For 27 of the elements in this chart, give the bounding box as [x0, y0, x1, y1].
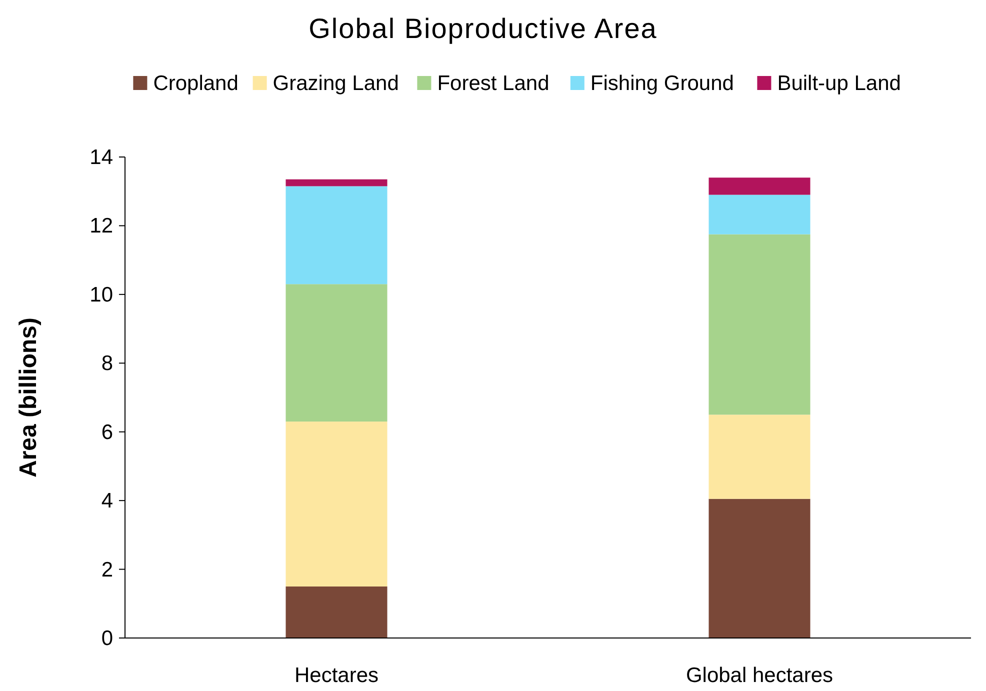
y-axis-title: Area (billions) [15, 317, 42, 478]
bar [286, 179, 388, 186]
bar [708, 194, 810, 234]
x-tick-label: Global hectares [686, 664, 834, 687]
legend-label: Forest Land [437, 72, 550, 95]
y-tick-label: 0 [101, 627, 113, 650]
bar [708, 234, 810, 415]
bar [286, 186, 388, 284]
legend-label: Cropland [153, 72, 238, 95]
bar [286, 422, 388, 586]
y-tick-label: 10 [90, 283, 113, 306]
y-tick-label: 6 [101, 420, 113, 444]
bar [708, 178, 810, 195]
bar [286, 586, 388, 638]
bar [708, 498, 810, 638]
x-tick-label: Hectares [294, 664, 379, 687]
bar [286, 284, 388, 422]
y-tick-label: 4 [101, 490, 114, 513]
legend-label: Built-up Land [777, 72, 901, 95]
legend-label: Fishing Ground [590, 72, 734, 95]
bar [708, 414, 810, 499]
y-tick-label: 2 [101, 558, 113, 582]
y-tick-label: 14 [90, 146, 114, 169]
y-tick-label: 8 [101, 352, 113, 376]
chart-title: Global Bioproductive Area [308, 13, 658, 44]
legend-label: Grazing Land [272, 72, 399, 95]
y-tick-label: 12 [90, 214, 113, 238]
